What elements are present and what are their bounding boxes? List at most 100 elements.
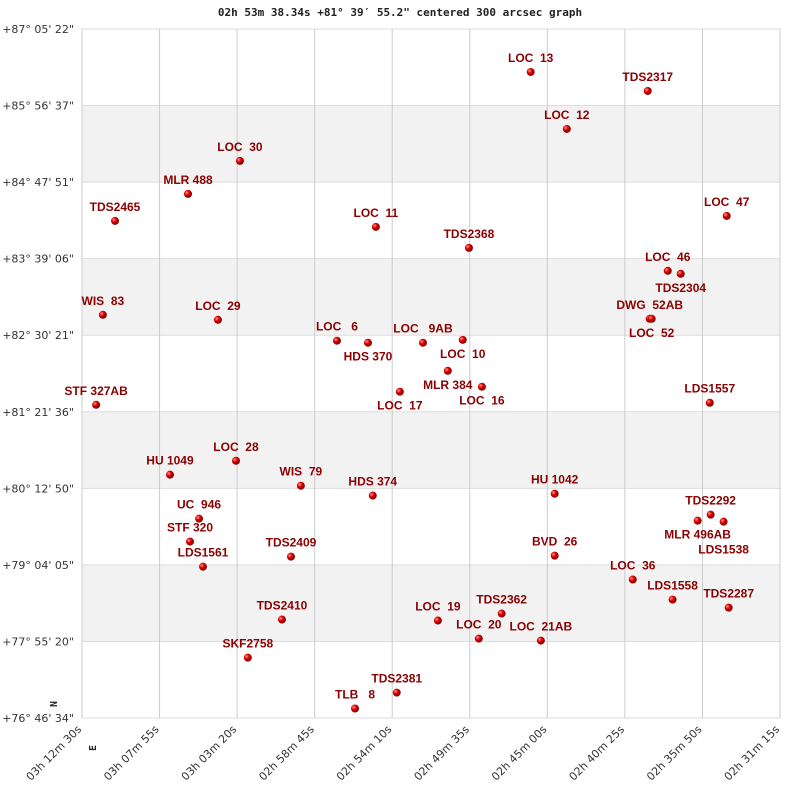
star-label: LOC 28 — [213, 440, 259, 454]
x-tick-label: 02h 40m 25s — [567, 723, 628, 784]
star-label: WIS 83 — [82, 294, 125, 308]
star-point — [676, 269, 685, 278]
y-tick-label: +81° 21' 36" — [2, 406, 74, 419]
star-point — [392, 688, 401, 697]
star-label: HDS 374 — [348, 475, 397, 489]
star-point — [98, 310, 107, 319]
y-tick-label: +87° 05' 22" — [2, 23, 74, 36]
star-point — [443, 366, 452, 375]
star-label: HDS 370 — [344, 350, 393, 364]
star-point — [628, 575, 637, 584]
star-label: TDS2368 — [444, 227, 495, 241]
x-tick-label: 03h 03m 20s — [179, 723, 240, 784]
star-point — [693, 516, 702, 525]
star-point — [368, 491, 377, 500]
chart-title: 02h 53m 38.34s +81° 39′ 55.2" centered 3… — [217, 6, 583, 19]
star-point — [92, 400, 101, 409]
star-point — [165, 470, 174, 479]
star-label: LOC 20 — [456, 618, 502, 632]
star-label: TDS2410 — [257, 599, 308, 613]
star-point — [418, 338, 427, 347]
star-label: LDS1561 — [178, 546, 229, 560]
star-label: LOC 11 — [354, 206, 399, 220]
star-label: TDS2304 — [655, 281, 706, 295]
star-label: TLB 8 — [335, 687, 375, 701]
star-point — [550, 489, 559, 498]
star-point — [705, 398, 714, 407]
star-point — [643, 86, 652, 95]
star-label: LOC 6 — [316, 320, 358, 334]
star-label: LOC 46 — [645, 250, 691, 264]
star-point — [668, 595, 677, 604]
star-label: LDS1538 — [698, 543, 749, 557]
star-point — [395, 387, 404, 396]
star-label: LOC 17 — [377, 399, 423, 413]
x-tick-label: 03h 12m 30s — [24, 723, 85, 784]
y-tick-label: +77° 55' 20" — [2, 635, 74, 648]
star-label: TDS2317 — [622, 70, 673, 84]
y-tick-label: +84° 47' 51" — [2, 176, 74, 189]
star-label: LOC 30 — [217, 140, 263, 154]
star-label: MLR 488 — [163, 173, 213, 187]
star-point — [231, 456, 240, 465]
star-point — [663, 266, 672, 275]
star-label: UC 946 — [177, 498, 221, 512]
star-label: TDS2465 — [90, 200, 141, 214]
star-label: LOC 10 — [440, 347, 486, 361]
star-label: LOC 29 — [195, 299, 241, 313]
grid-band — [82, 105, 780, 183]
north-marker: N — [49, 701, 60, 707]
star-point — [464, 243, 473, 252]
x-tick-label: 02h 35m 50s — [644, 723, 705, 784]
star-point — [235, 156, 244, 165]
star-label: TDS2287 — [703, 587, 754, 601]
star-point — [562, 124, 571, 133]
star-label: SKF2758 — [222, 637, 273, 651]
star-label: DWG 52AB — [616, 298, 683, 312]
star-point — [277, 615, 286, 624]
star-point — [243, 653, 252, 662]
star-label: WIS 79 — [280, 465, 323, 479]
y-tick-label: +85° 56' 37" — [2, 100, 74, 113]
grid-band — [82, 258, 780, 336]
star-point — [526, 67, 535, 76]
star-label: STF 327AB — [64, 384, 128, 398]
star-point — [722, 211, 731, 220]
star-label: HU 1042 — [531, 473, 579, 487]
star-label: MLR 384 — [423, 378, 473, 392]
x-tick-label: 02h 45m 00s — [489, 723, 550, 784]
star-label: TDS2409 — [266, 536, 317, 550]
star-point — [706, 510, 715, 519]
star-point — [184, 189, 193, 198]
star-label: LOC 36 — [610, 559, 656, 573]
star-point — [110, 216, 119, 225]
star-point — [186, 537, 195, 546]
star-point — [433, 616, 442, 625]
y-tick-label: +80° 12' 50" — [2, 482, 74, 495]
star-point — [719, 517, 728, 526]
star-point — [363, 338, 372, 347]
star-point — [371, 222, 380, 231]
star-label: TDS2292 — [685, 494, 736, 508]
y-tick-label: +83° 39' 06" — [2, 253, 74, 266]
star-label: LDS1557 — [684, 382, 735, 396]
star-point — [296, 481, 305, 490]
east-marker: E — [88, 745, 99, 751]
star-label: LOC 13 — [508, 51, 554, 65]
star-point — [350, 704, 359, 713]
y-tick-label: +76° 46' 34" — [2, 712, 74, 725]
x-tick-label: 03h 07m 55s — [101, 723, 162, 784]
star-label: LOC 21AB — [510, 620, 573, 634]
x-tick-label: 02h 58m 45s — [256, 723, 317, 784]
x-tick-label: 02h 31m 15s — [722, 723, 783, 784]
star-point — [198, 562, 207, 571]
star-point — [195, 514, 204, 523]
star-label: LOC 47 — [704, 195, 750, 209]
star-label: MLR 496AB — [664, 528, 731, 542]
star-label: LOC 16 — [459, 394, 505, 408]
star-label: TDS2362 — [476, 593, 527, 607]
star-label: LOC 9AB — [393, 322, 453, 336]
star-point — [286, 552, 295, 561]
